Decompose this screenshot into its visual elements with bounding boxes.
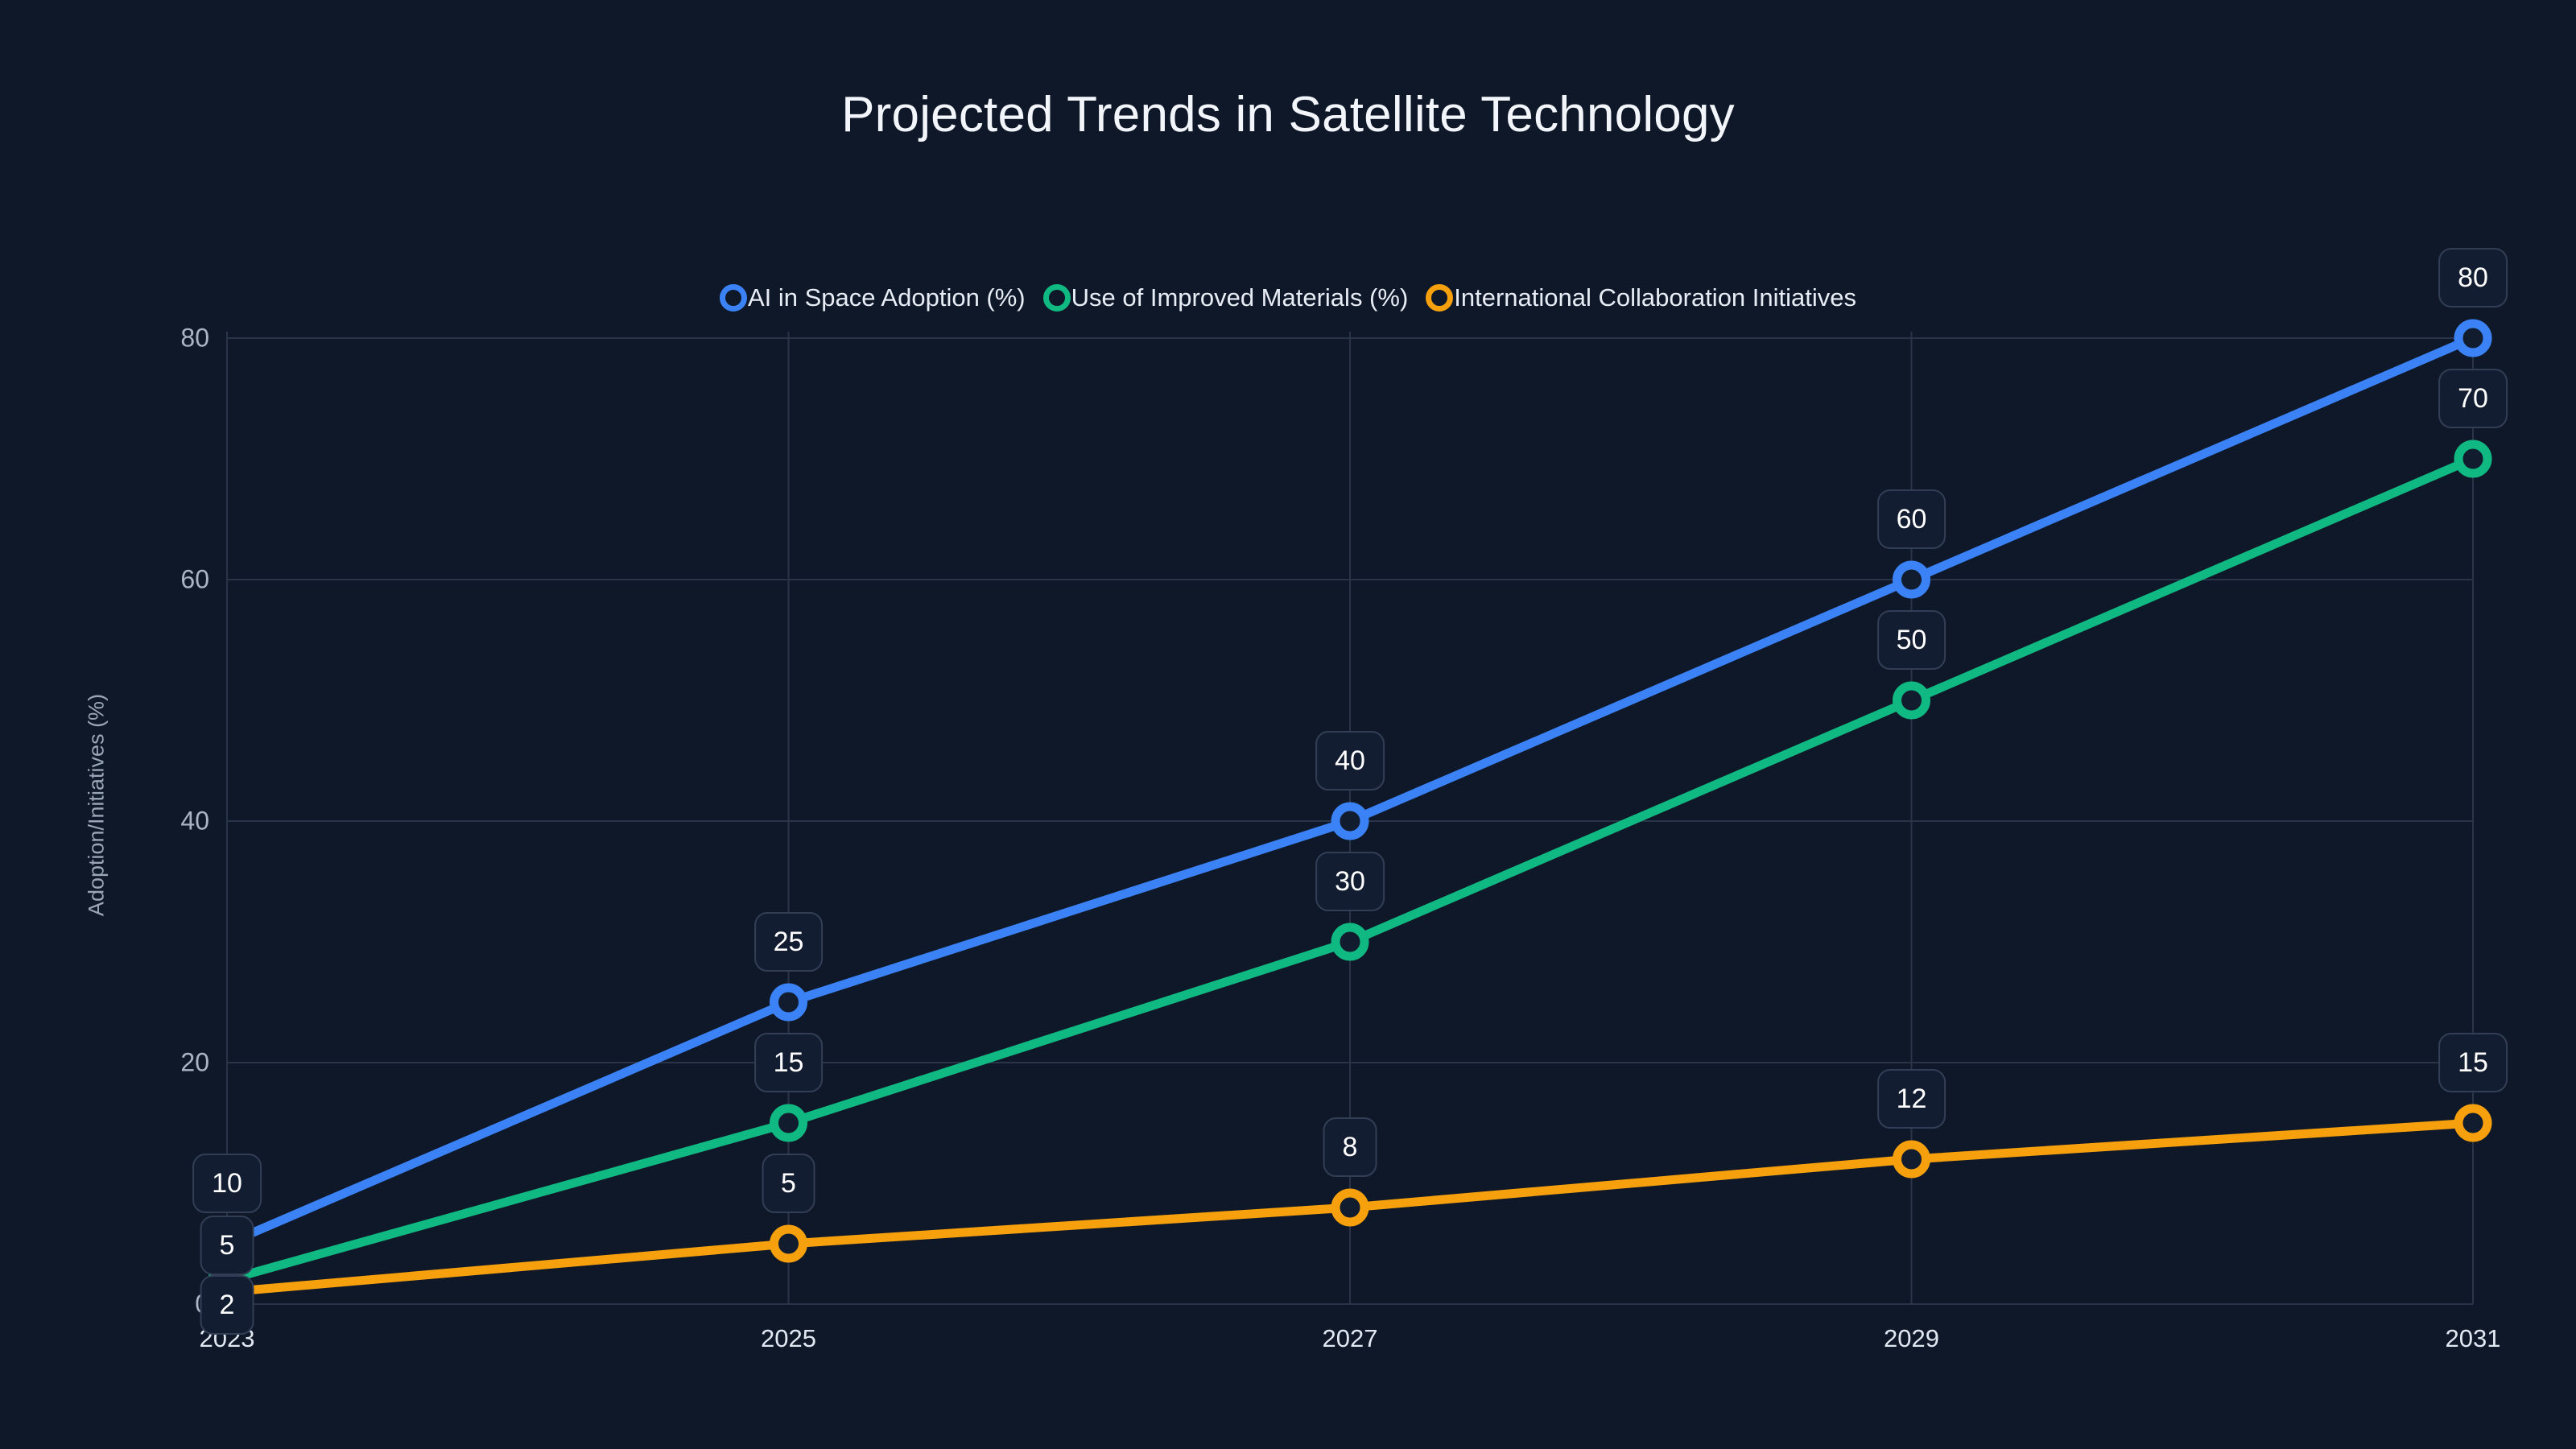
data-label-s0-p1: 25 (753, 912, 824, 972)
y-axis-tick-0: 0 (129, 1290, 209, 1319)
legend-item-1[interactable]: Use of Improved Materials (%) (1042, 283, 1409, 312)
chart-title: Projected Trends in Satellite Technology (841, 87, 1735, 142)
data-label-s0-p2: 40 (1315, 731, 1385, 791)
circle-outline-icon (719, 284, 747, 312)
legend-item-label: Use of Improved Materials (%) (1071, 283, 1409, 312)
data-label-s1-p2: 30 (1315, 852, 1385, 911)
data-label-s1-p0: 2 (200, 1275, 254, 1335)
y-axis-tick-1: 20 (180, 1047, 209, 1077)
legend-item-2[interactable]: International Collaboration Initiatives (1426, 283, 1856, 312)
data-label-s2-p1: 5 (762, 1154, 815, 1213)
y-axis-tick-4: 80 (180, 323, 209, 353)
circle-outline-icon (1426, 284, 1454, 312)
legend-item-0[interactable]: AI in Space Adoption (%) (719, 283, 1026, 312)
data-label-s1-p3: 50 (1876, 610, 1946, 670)
legend-item-label: International Collaboration Initiatives (1454, 283, 1857, 312)
data-label-s0-p4: 80 (2438, 248, 2508, 308)
legend-item-label: AI in Space Adoption (%) (747, 283, 1026, 312)
data-label-s2-p4: 15 (2438, 1033, 2508, 1092)
y-axis-tick-2: 40 (180, 806, 209, 836)
data-label-s1-p1: 15 (753, 1033, 824, 1092)
y-axis-title: Adoption/Initiatives (%) (84, 693, 109, 917)
data-label-s2-p3: 12 (1876, 1069, 1946, 1129)
y-axis-tick-3: 60 (180, 564, 209, 594)
grid-lines (226, 332, 2474, 1305)
x-axis-tick-1: 2025 (761, 1324, 816, 1352)
circle-outline-icon (1042, 284, 1071, 312)
data-label-s0-p0: 5 (200, 1216, 254, 1275)
data-label-s2-p0: 10 (192, 1154, 262, 1213)
chart-legend: AI in Space Adoption (%) Use of Improved … (0, 283, 2576, 312)
x-axis-tick-3: 2029 (1884, 1324, 1939, 1352)
data-label-s1-p4: 70 (2438, 369, 2508, 428)
data-label-s2-p2: 8 (1323, 1117, 1377, 1177)
x-axis-tick-4: 2031 (2445, 1324, 2501, 1352)
data-label-s0-p3: 60 (1876, 489, 1946, 549)
x-axis-tick-2: 2027 (1322, 1324, 1378, 1352)
